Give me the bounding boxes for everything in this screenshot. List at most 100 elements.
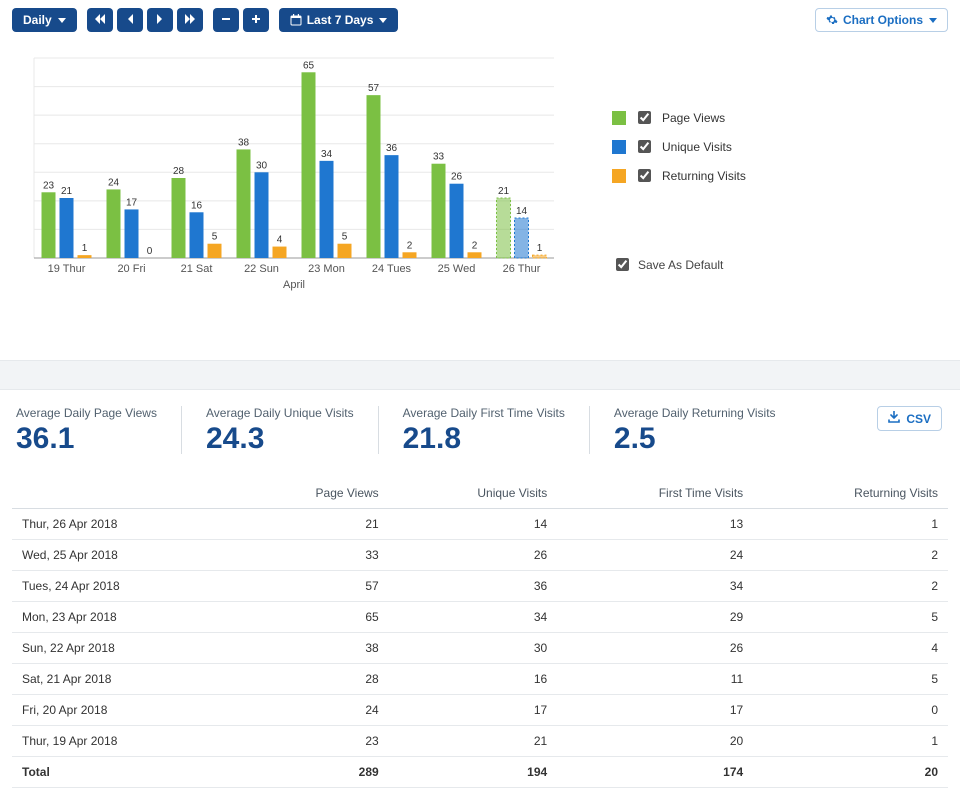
- legend-swatch: [612, 111, 626, 125]
- chart-container: 2321119 Thur2417020 Fri2816521 Sat383042…: [12, 48, 572, 348]
- svg-text:23 Mon: 23 Mon: [308, 263, 345, 275]
- nav-prev-button[interactable]: [117, 8, 143, 32]
- stat-label: Average Daily Page Views: [16, 406, 157, 420]
- table-header-cell: Unique Visits: [389, 478, 558, 509]
- zoom-in-button[interactable]: [243, 8, 269, 32]
- table-cell: 30: [389, 633, 558, 664]
- svg-text:16: 16: [191, 200, 203, 211]
- nav-next-button[interactable]: [147, 8, 173, 32]
- table-cell: Sun, 22 Apr 2018: [12, 633, 233, 664]
- bar-chart: 2321119 Thur2417020 Fri2816521 Sat383042…: [12, 48, 572, 348]
- table-cell: 5: [753, 664, 948, 695]
- granularity-select[interactable]: Daily: [12, 8, 77, 32]
- calendar-icon: [290, 14, 302, 26]
- nav-first-button[interactable]: [87, 8, 113, 32]
- table-header-cell: [12, 478, 233, 509]
- stat-label: Average Daily First Time Visits: [403, 406, 565, 420]
- save-default-row: Save As Default: [612, 255, 948, 274]
- svg-text:34: 34: [321, 149, 333, 160]
- nav-last-button[interactable]: [177, 8, 203, 32]
- legend-panel: Page ViewsUnique VisitsReturning Visits …: [572, 48, 948, 348]
- table-cell: 16: [389, 664, 558, 695]
- svg-text:33: 33: [433, 152, 445, 163]
- table-cell: 20: [557, 726, 753, 757]
- minus-icon: [221, 14, 231, 26]
- export-csv-button[interactable]: CSV: [877, 406, 942, 431]
- svg-text:22 Sun: 22 Sun: [244, 263, 279, 275]
- table-cell: 194: [389, 757, 558, 788]
- stat-value: 36.1: [16, 424, 157, 454]
- legend-label: Returning Visits: [662, 169, 746, 183]
- stat-value: 24.3: [206, 424, 354, 454]
- svg-text:26: 26: [451, 172, 463, 183]
- date-range-label: Last 7 Days: [307, 14, 374, 26]
- table-cell: 26: [389, 540, 558, 571]
- chevron-right-icon: [156, 14, 164, 26]
- stat-value: 2.5: [614, 424, 776, 454]
- table-cell: 21: [389, 726, 558, 757]
- table-cell: Thur, 19 Apr 2018: [12, 726, 233, 757]
- table-cell: 24: [233, 695, 389, 726]
- svg-text:2: 2: [472, 240, 478, 251]
- legend-item: Returning Visits: [612, 166, 948, 185]
- svg-text:4: 4: [277, 235, 283, 246]
- svg-text:57: 57: [368, 83, 380, 94]
- table-cell: 11: [557, 664, 753, 695]
- svg-text:14: 14: [516, 206, 528, 217]
- svg-text:1: 1: [82, 243, 88, 254]
- zoom-out-button[interactable]: [213, 8, 239, 32]
- table-row: Mon, 23 Apr 20186534295: [12, 602, 948, 633]
- table-cell: 17: [557, 695, 753, 726]
- table-row: Sat, 21 Apr 20182816115: [12, 664, 948, 695]
- table-cell: Fri, 20 Apr 2018: [12, 695, 233, 726]
- stat-block: Average Daily Unique Visits 24.3: [181, 406, 378, 454]
- plus-icon: [251, 14, 261, 26]
- table-cell: 20: [753, 757, 948, 788]
- svg-text:1: 1: [537, 243, 543, 254]
- stat-block: Average Daily Page Views 36.1: [12, 406, 181, 454]
- table-cell: 29: [557, 602, 753, 633]
- table-cell: Sat, 21 Apr 2018: [12, 664, 233, 695]
- table-cell: 1: [753, 509, 948, 540]
- table-cell: 289: [233, 757, 389, 788]
- table-cell: 28: [233, 664, 389, 695]
- svg-text:21: 21: [61, 186, 73, 197]
- svg-text:26 Thur: 26 Thur: [503, 263, 541, 275]
- table-cell: 2: [753, 540, 948, 571]
- table-cell: 34: [557, 571, 753, 602]
- legend-label: Unique Visits: [662, 140, 732, 154]
- stat-value: 21.8: [403, 424, 565, 454]
- date-range-select[interactable]: Last 7 Days: [279, 8, 399, 32]
- save-default-checkbox[interactable]: [616, 258, 629, 271]
- svg-text:17: 17: [126, 197, 138, 208]
- svg-text:25 Wed: 25 Wed: [438, 263, 476, 275]
- legend-checkbox[interactable]: [638, 111, 651, 124]
- table-cell: Wed, 25 Apr 2018: [12, 540, 233, 571]
- save-default-label: Save As Default: [638, 258, 723, 272]
- table-cell: 5: [753, 602, 948, 633]
- table-row: Wed, 25 Apr 20183326242: [12, 540, 948, 571]
- svg-text:5: 5: [212, 232, 218, 243]
- table-cell: 4: [753, 633, 948, 664]
- gear-icon: [826, 14, 838, 26]
- legend-checkbox[interactable]: [638, 140, 651, 153]
- table-cell: 57: [233, 571, 389, 602]
- table-cell: 33: [233, 540, 389, 571]
- stat-block: Average Daily Returning Visits2.5: [589, 406, 800, 454]
- table-header-cell: First Time Visits: [557, 478, 753, 509]
- table-row: Thur, 19 Apr 20182321201: [12, 726, 948, 757]
- table-row: Thur, 26 Apr 20182114131: [12, 509, 948, 540]
- legend-label: Page Views: [662, 111, 725, 125]
- stat-label: Average Daily Unique Visits: [206, 406, 354, 420]
- section-divider: [0, 360, 960, 390]
- table-cell: Mon, 23 Apr 2018: [12, 602, 233, 633]
- table-cell: 38: [233, 633, 389, 664]
- svg-text:23: 23: [43, 180, 55, 191]
- svg-text:24 Tues: 24 Tues: [372, 263, 412, 275]
- legend-checkbox[interactable]: [638, 169, 651, 182]
- svg-text:20 Fri: 20 Fri: [117, 263, 145, 275]
- table-row: Sun, 22 Apr 20183830264: [12, 633, 948, 664]
- table-header-cell: Page Views: [233, 478, 389, 509]
- chart-options-button[interactable]: Chart Options: [815, 8, 948, 32]
- legend-swatch: [612, 140, 626, 154]
